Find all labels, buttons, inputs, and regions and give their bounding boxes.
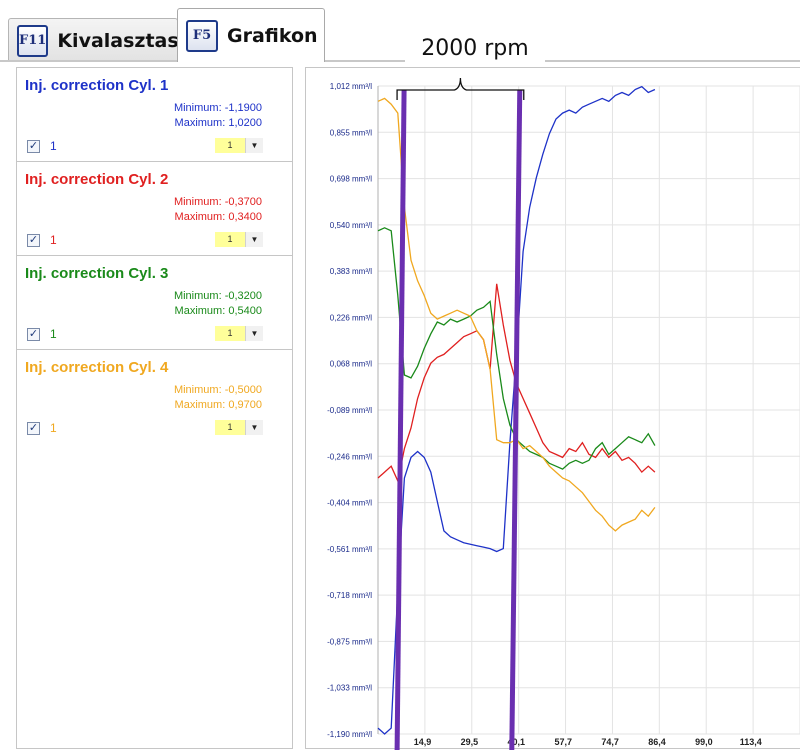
channel-list-panel: Inj. correction Cyl. 1 Minimum: -1,1900 …	[16, 67, 293, 749]
channel-checkbox[interactable]: ✓	[27, 140, 40, 153]
x-tick-label: 29,5	[461, 737, 479, 747]
dropdown-arrow-icon[interactable]: ▼	[245, 326, 263, 341]
y-tick-label: 0,068 mm³/l	[330, 360, 372, 369]
tab-bar: F11 Kivalasztas F5 Grafikon	[0, 0, 800, 62]
x-tick-label: 57,7	[554, 737, 572, 747]
f11-key-icon: F11	[17, 24, 49, 57]
y-tick-label: -1,033 mm³/l	[327, 684, 372, 693]
rpm-annotation-label: 2000 rpm	[405, 32, 545, 66]
channel-item-cyl3: Inj. correction Cyl. 3 Minimum: -0,3200 …	[17, 256, 292, 350]
f5-key-icon: F5	[186, 19, 218, 52]
channel-scale-select[interactable]: 1 ▼	[215, 138, 263, 153]
channel-minimum: Minimum: -0,5000	[173, 384, 262, 396]
y-tick-label: 0,540 mm³/l	[330, 221, 372, 230]
y-tick-label: 0,383 mm³/l	[330, 267, 372, 276]
tab-label: Kivalasztas	[57, 29, 179, 52]
line-chart: 1,012 mm³/l 0,855 mm³/l 0,698 mm³/l 0,540 m…	[327, 77, 800, 750]
x-tick-label: 40,1	[508, 737, 526, 747]
channel-item-cyl1: Inj. correction Cyl. 1 Minimum: -1,1900 …	[17, 68, 292, 162]
channel-minimum: Minimum: -0,3700	[173, 196, 262, 208]
channel-item-cyl4: Inj. correction Cyl. 4 Minimum: -0,5000 …	[17, 350, 292, 444]
channel-minimum: Minimum: -0,3200	[173, 290, 262, 302]
channel-maximum: Maximum: 0,5400	[174, 305, 262, 317]
select-value: 1	[215, 420, 245, 435]
x-tick-label: 74,7	[601, 737, 619, 747]
channel-scale-select[interactable]: 1 ▼	[215, 420, 263, 435]
channel-item-cyl2: Inj. correction Cyl. 2 Minimum: -0,3700 …	[17, 162, 292, 256]
y-tick-label: 0,698 mm³/l	[330, 175, 372, 184]
tab-divider	[0, 60, 800, 62]
y-tick-label: 1,012 mm³/l	[330, 82, 372, 91]
channel-scale-select[interactable]: 1 ▼	[215, 326, 263, 341]
x-tick-label: 86,4	[648, 737, 666, 747]
range-end-marker	[509, 89, 523, 750]
range-bracket	[396, 77, 525, 100]
channel-title: Inj. correction Cyl. 4	[25, 359, 169, 376]
channel-scale-select[interactable]: 1 ▼	[215, 232, 263, 247]
x-tick-label: 113,4	[740, 737, 762, 747]
select-value: 1	[215, 326, 245, 341]
x-tick-label: 14,9	[414, 737, 432, 747]
y-tick-label: -0,089 mm³/l	[327, 406, 372, 415]
y-tick-label: -0,718 mm³/l	[327, 591, 372, 600]
select-value: 1	[215, 138, 245, 153]
y-tick-label: -0,561 mm³/l	[327, 545, 372, 554]
chart-panel: 1,012 mm³/l 0,855 mm³/l 0,698 mm³/l 0,540 m…	[305, 67, 800, 750]
channel-number: 1	[50, 233, 57, 247]
channel-title: Inj. correction Cyl. 1	[25, 77, 169, 94]
y-tick-label: 0,226 mm³/l	[330, 313, 372, 322]
y-tick-label: -0,875 mm³/l	[327, 637, 372, 646]
channel-number: 1	[50, 139, 57, 153]
channel-maximum: Maximum: 1,0200	[174, 117, 262, 129]
tab-grafikon[interactable]: F5 Grafikon	[177, 8, 325, 62]
dropdown-arrow-icon[interactable]: ▼	[245, 232, 263, 247]
channel-maximum: Maximum: 0,9700	[174, 399, 262, 411]
channel-title: Inj. correction Cyl. 2	[25, 171, 169, 188]
channel-checkbox[interactable]: ✓	[27, 328, 40, 341]
channel-number: 1	[50, 327, 57, 341]
channel-minimum: Minimum: -1,1900	[173, 102, 262, 114]
y-tick-label: -0,246 mm³/l	[327, 452, 372, 461]
channel-checkbox[interactable]: ✓	[27, 234, 40, 247]
channel-title: Inj. correction Cyl. 3	[25, 265, 169, 282]
range-start-marker	[394, 89, 407, 750]
y-tick-label: 0,855 mm³/l	[330, 128, 372, 137]
y-tick-label: -0,404 mm³/l	[327, 499, 372, 508]
channel-checkbox[interactable]: ✓	[27, 422, 40, 435]
y-tick-label: -1,190 mm³/l	[327, 730, 372, 739]
select-value: 1	[215, 232, 245, 247]
dropdown-arrow-icon[interactable]: ▼	[245, 420, 263, 435]
tab-label: Grafikon	[227, 24, 318, 47]
tab-kivalasztas[interactable]: F11 Kivalasztas	[8, 18, 179, 62]
channel-number: 1	[50, 421, 57, 435]
dropdown-arrow-icon[interactable]: ▼	[245, 138, 263, 153]
channel-maximum: Maximum: 0,3400	[174, 211, 262, 223]
x-tick-label: 99,0	[695, 737, 713, 747]
